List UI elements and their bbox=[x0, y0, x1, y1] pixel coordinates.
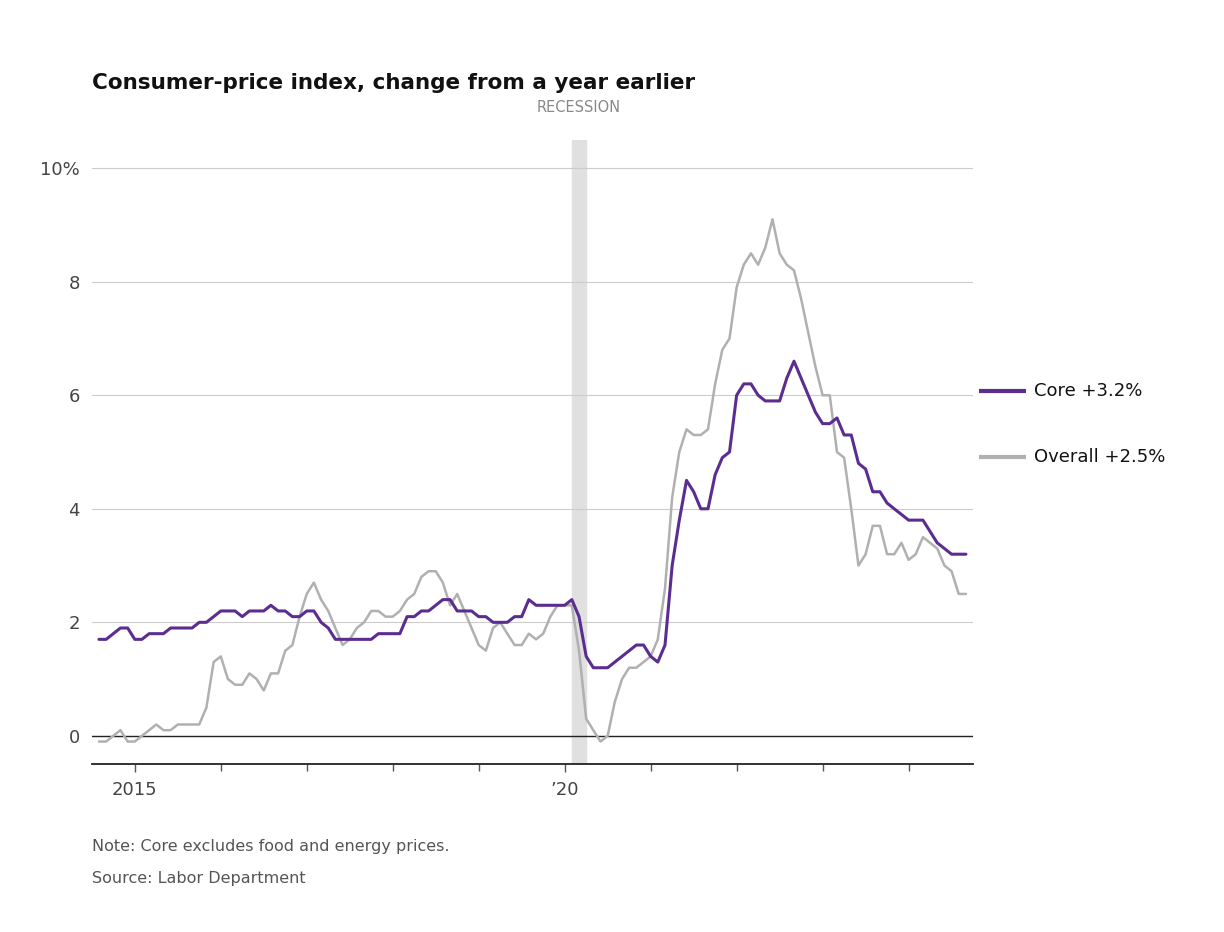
Text: Note: Core excludes food and energy prices.: Note: Core excludes food and energy pric… bbox=[92, 839, 449, 854]
Text: RECESSION: RECESSION bbox=[537, 100, 621, 115]
Text: Core +3.2%: Core +3.2% bbox=[1034, 382, 1143, 401]
Text: Source: Labor Department: Source: Labor Department bbox=[92, 871, 306, 886]
Bar bbox=[572, 140, 586, 764]
Text: Consumer-price index, change from a year earlier: Consumer-price index, change from a year… bbox=[92, 74, 695, 93]
Text: Overall +2.5%: Overall +2.5% bbox=[1034, 447, 1165, 466]
